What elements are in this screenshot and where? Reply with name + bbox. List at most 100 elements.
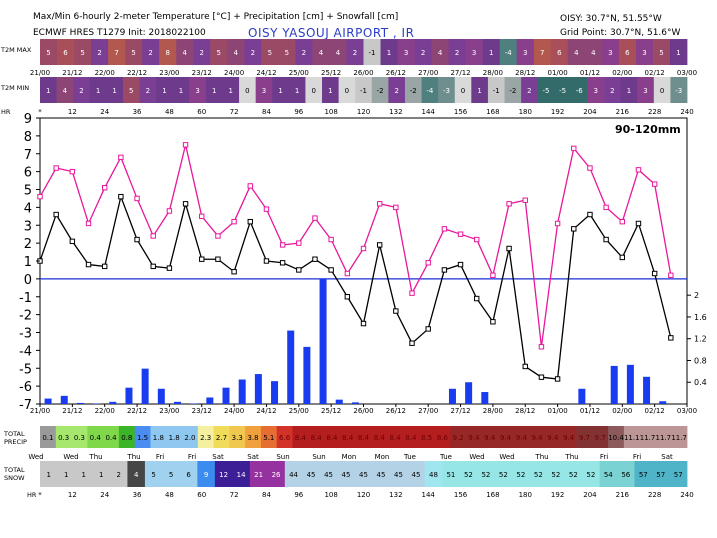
t2m-max-value: 4 — [574, 49, 579, 57]
day-label: Tue — [439, 453, 452, 461]
total-snow-cell — [564, 461, 583, 487]
t2m-min-cell — [504, 77, 522, 103]
hr-label: 72 — [230, 108, 239, 116]
day-label: Sat — [247, 453, 259, 461]
t2m-min-cell — [288, 77, 306, 103]
hr-label: 24 — [100, 491, 109, 499]
total-precip-value: 2.7 — [216, 434, 227, 442]
t2m-min-point — [102, 263, 108, 270]
total-snow-label-1: TOTAL — [4, 466, 25, 474]
day-label: Thu — [126, 453, 140, 461]
t2m-max-value: 2 — [251, 49, 255, 57]
t2m-max-value: 8 — [165, 49, 169, 57]
date-label: 27/12 — [450, 69, 470, 77]
hr-label: 204 — [583, 491, 597, 499]
total-snow-value: 48 — [429, 471, 438, 479]
precip-bar — [335, 399, 343, 404]
y2-tick-label: 2 — [694, 291, 699, 300]
t2m-min-cell — [172, 77, 190, 103]
precip-bar — [271, 381, 279, 404]
total-precip-value: 1.8 — [169, 434, 180, 442]
t2m-max-value: 3 — [472, 49, 476, 57]
total-precip-cell — [229, 426, 246, 448]
hr-label: 12 — [68, 491, 77, 499]
total-precip-value: 8.4 — [342, 434, 354, 442]
total-snow-value: 52 — [551, 471, 560, 479]
t2m-max-point — [182, 142, 189, 148]
hr-labels-bottom: * 12 24 36 48 60 72 84 96 108 120 132 144 156 168 180 19… — [38, 491, 693, 499]
t2m-max-cell — [244, 39, 262, 65]
date-label: 02/00 — [612, 69, 632, 77]
total-precip-cell — [529, 426, 546, 448]
t2m-min-value: -3 — [443, 87, 450, 95]
hr-label-top: HR — [1, 108, 11, 116]
total-snow-cell — [109, 461, 128, 487]
t2m-max-point — [134, 195, 140, 202]
t2m-min-point — [441, 267, 448, 273]
t2m-max-value: 3 — [608, 49, 612, 57]
t2m-min-value: 3 — [643, 87, 647, 95]
plot-frame — [39, 117, 688, 405]
date-label: 28/12 — [515, 69, 535, 77]
date-label: 27/00 — [418, 69, 438, 77]
precip-bar — [157, 388, 165, 404]
x-tick-label: 26/12 — [386, 407, 406, 415]
total-precip-cell — [402, 426, 420, 448]
t2m-min-value: 0 — [245, 87, 249, 95]
total-precip-value: 0.3 — [74, 434, 85, 442]
t2m-min-value: -2 — [509, 87, 516, 95]
t2m-min-cell — [438, 77, 456, 103]
total-snow-cell — [232, 461, 251, 487]
axis-ticks: -7 -6 -5 -4 -3 -2 -1 0 1 2 3 4 5 6 7 8 9 0.4 0.8 1.2 1.6 2 21/… — [19, 112, 707, 415]
t2m-max-cell — [346, 39, 364, 65]
hr-label: 12 — [68, 108, 77, 116]
t2m-min-value: 3 — [262, 87, 266, 95]
hr-label: 36 — [133, 108, 142, 116]
total-snow-cell — [477, 461, 496, 487]
t2m-min-value: 3 — [195, 87, 199, 95]
total-precip-value: 6.6 — [279, 434, 291, 442]
t2m-min-point — [69, 238, 76, 245]
date-label: 03/00 — [677, 69, 697, 77]
date-label: 23/00 — [159, 69, 179, 77]
t2m-max-line — [39, 144, 672, 347]
day-label: Tue — [403, 453, 416, 461]
total-precip-value: 3.8 — [247, 434, 258, 442]
y2-tick-label: 1.2 — [694, 335, 707, 344]
station-coords: OISY: 30.7°N, 51.55°W — [560, 14, 662, 24]
top-date-labels: 21/00 21/12 22/00 22/12 23/00 23/12 24/00 24/12… — [30, 69, 697, 77]
t2m-min-cell — [272, 77, 290, 103]
t2m-max-value: -4 — [505, 49, 513, 57]
t2m-max-value: 7 — [114, 49, 118, 57]
t2m-max-cell — [227, 39, 245, 65]
t2m-min-value: 0 — [660, 87, 664, 95]
total-precip-cell — [55, 426, 72, 448]
t2m-max-point — [296, 240, 302, 246]
total-precip-value: 9.2 — [453, 434, 464, 442]
t2m-min-point — [506, 245, 512, 252]
t2m-min-point — [554, 376, 561, 382]
total-precip-cell — [292, 426, 309, 448]
date-label: 25/12 — [321, 69, 341, 77]
t2m-min-cell — [189, 77, 207, 103]
t2m-max-value: 7 — [540, 49, 544, 57]
t2m-max-value: 5 — [268, 49, 272, 57]
y-tick-label: -5 — [19, 362, 32, 377]
t2m-min-cell — [620, 77, 638, 103]
precip-bars — [44, 278, 667, 404]
t2m-min-value: 2 — [146, 87, 150, 95]
t2m-max-cell — [601, 39, 620, 65]
hr-label: 180 — [519, 108, 532, 116]
total-precip-value: 9.4 — [468, 434, 480, 442]
t2m-min-point — [409, 340, 415, 346]
t2m-min-value: 1 — [96, 87, 100, 95]
total-precip-value: 11.1 — [624, 434, 640, 442]
t2m-min-point — [635, 220, 642, 227]
y-tick-label: 4 — [24, 201, 32, 216]
x-tick-label: 22/12 — [127, 407, 147, 415]
t2m-min-point — [376, 242, 383, 248]
t2m-max-value: 5 — [659, 49, 663, 57]
total-precip-cell — [592, 426, 609, 448]
precip-bar — [173, 401, 181, 404]
t2m-min-point — [85, 261, 92, 268]
